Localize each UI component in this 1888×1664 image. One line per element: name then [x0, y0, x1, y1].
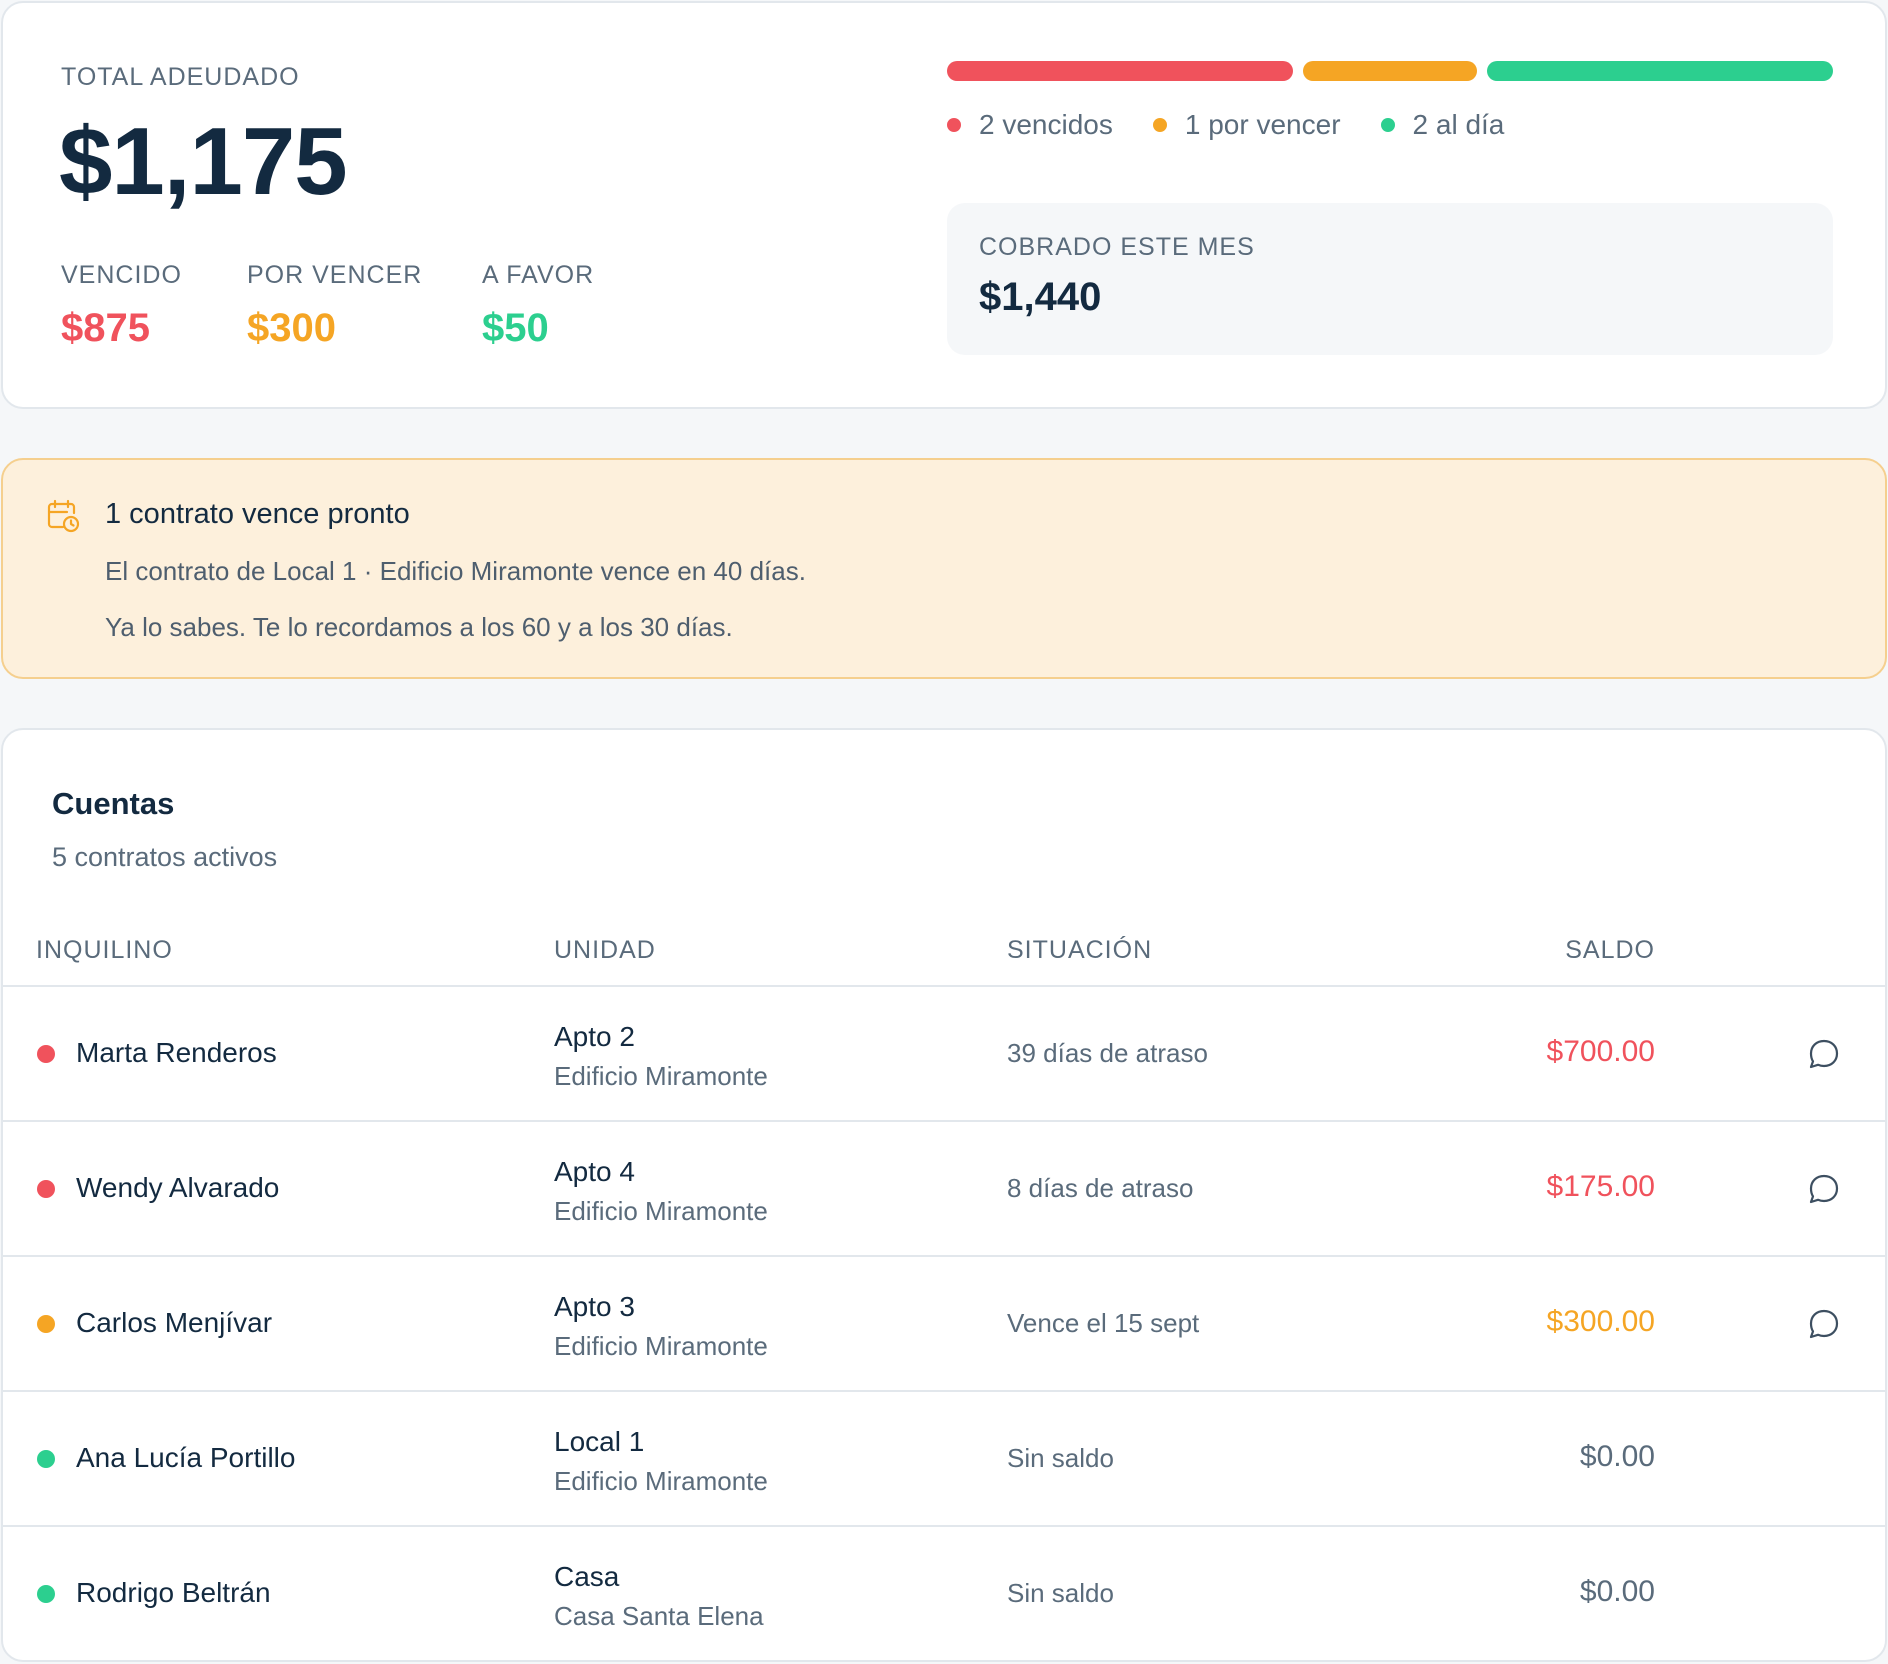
- total-owed-label: TOTAL ADEUDADO: [61, 63, 300, 91]
- column-header-unit: UNIDAD: [554, 936, 656, 964]
- legend-current-label: 2 al día: [1412, 109, 1505, 140]
- alert-message: El contrato de Local 1 · Edificio Miramo…: [105, 556, 806, 586]
- table-row[interactable]: Marta Renderos Apto 2 Edificio Miramonte 39…: [3, 987, 1885, 1122]
- accounts-subtitle: 5 contratos activos: [52, 842, 278, 872]
- legend-current-dot: [1380, 118, 1395, 132]
- legend-current: 2 al día: [1380, 109, 1505, 141]
- accounts-card: Cuentas 5 contratos activos INQUILINO UN…: [1, 728, 1887, 1662]
- balance-amount: $0.00: [1579, 1575, 1655, 1608]
- tenant-name: Marta Renderos: [76, 1037, 277, 1068]
- situation-text: 39 días de atraso: [1007, 1038, 1208, 1068]
- header-divider: [3, 985, 1885, 987]
- status-legend: 2 vencidos 1 por vencer 2 al día: [947, 109, 1544, 141]
- accounts-title: Cuentas: [52, 786, 175, 821]
- situation-text: Sin saldo: [1007, 1578, 1114, 1608]
- metric-credit-value: $50: [482, 306, 549, 350]
- message-icon[interactable]: [1806, 1306, 1842, 1342]
- metric-overdue-value: $875: [61, 306, 150, 350]
- legend-overdue-label: 2 vencidos: [979, 109, 1113, 140]
- balance-amount: $300.00: [1546, 1305, 1655, 1338]
- table-row[interactable]: Ana Lucía Portillo Local 1 Edificio Miramo…: [3, 1392, 1885, 1527]
- building-name: Edificio Miramonte: [554, 1331, 768, 1361]
- building-name: Edificio Miramonte: [554, 1061, 768, 1091]
- tenant-name: Rodrigo Beltrán: [76, 1577, 271, 1608]
- status-bar-overdue: [947, 61, 1294, 81]
- legend-overdue: 2 vencidos: [947, 109, 1113, 141]
- metric-overdue-label: VENCIDO: [61, 261, 182, 289]
- balance-amount: $700.00: [1546, 1035, 1655, 1068]
- table-row[interactable]: Carlos Menjívar Apto 3 Edificio Miramonte V…: [3, 1257, 1885, 1392]
- column-header-situation: SITUACIÓN: [1007, 936, 1153, 964]
- situation-text: Sin saldo: [1007, 1443, 1114, 1473]
- situation-text: 8 días de atraso: [1007, 1173, 1194, 1203]
- message-icon[interactable]: [1806, 1171, 1842, 1207]
- building-name: Edificio Miramonte: [554, 1196, 768, 1226]
- balance-amount: $0.00: [1579, 1440, 1655, 1473]
- metric-upcoming-label: POR VENCER: [247, 261, 423, 289]
- calendar-clock-icon: [47, 499, 80, 533]
- column-header-tenant: INQUILINO: [36, 936, 173, 964]
- legend-overdue-dot: [947, 118, 961, 132]
- tenant-name: Ana Lucía Portillo: [76, 1442, 296, 1473]
- status-dot: [37, 1045, 55, 1063]
- legend-upcoming: 1 por vencer: [1152, 109, 1341, 141]
- summary-card: TOTAL ADEUDADO $1,175 VENCIDO $875 POR V…: [1, 1, 1887, 409]
- alert-title: 1 contrato vence pronto: [105, 498, 410, 530]
- unit-name: Apto 2: [554, 1021, 635, 1052]
- table-row[interactable]: Wendy Alvarado Apto 4 Edificio Miramonte 8 …: [3, 1122, 1885, 1257]
- metric-upcoming: POR VENCER $300: [247, 261, 422, 351]
- alert-reminder-note: Ya lo sabes. Te lo recordamos a los 60 y…: [105, 612, 733, 642]
- situation-text: Vence el 15 sept: [1007, 1308, 1200, 1338]
- total-owed-value: $1,175: [59, 108, 348, 215]
- collected-this-month: COBRADO ESTE MES $1,440: [947, 203, 1833, 355]
- status-dot: [37, 1315, 55, 1333]
- legend-upcoming-label: 1 por vencer: [1184, 109, 1341, 140]
- building-name: Edificio Miramonte: [554, 1466, 768, 1496]
- unit-name: Apto 3: [554, 1291, 635, 1322]
- legend-upcoming-dot: [1152, 118, 1167, 132]
- tenant-name: Wendy Alvarado: [76, 1172, 280, 1203]
- balance-amount: $175.00: [1546, 1170, 1655, 1203]
- metric-credit-label: A FAVOR: [482, 261, 595, 289]
- metric-overdue: VENCIDO $875: [61, 261, 182, 351]
- unit-name: Apto 4: [554, 1156, 635, 1187]
- metric-upcoming-value: $300: [247, 306, 336, 350]
- building-name: Casa Santa Elena: [554, 1601, 764, 1631]
- collected-value: $1,440: [979, 275, 1102, 319]
- tenant-name: Carlos Menjívar: [76, 1307, 273, 1338]
- table-row[interactable]: Rodrigo Beltrán Casa Casa Santa Elena Sin s…: [3, 1527, 1885, 1660]
- unit-name: Casa: [554, 1561, 620, 1592]
- collected-label: COBRADO ESTE MES: [979, 233, 1255, 261]
- status-bar-current: [1486, 61, 1833, 81]
- column-header-balance: SALDO: [1565, 936, 1655, 964]
- status-bar-upcoming: [1303, 61, 1477, 81]
- message-icon[interactable]: [1806, 1036, 1842, 1072]
- status-distribution-bar: [947, 61, 1833, 81]
- status-dot: [37, 1585, 55, 1603]
- status-dot: [37, 1450, 55, 1468]
- contract-expiry-alert: 1 contrato vence pronto El contrato de L…: [1, 458, 1887, 679]
- status-dot: [37, 1180, 55, 1198]
- unit-name: Local 1: [554, 1426, 645, 1457]
- metric-credit: A FAVOR $50: [482, 261, 594, 351]
